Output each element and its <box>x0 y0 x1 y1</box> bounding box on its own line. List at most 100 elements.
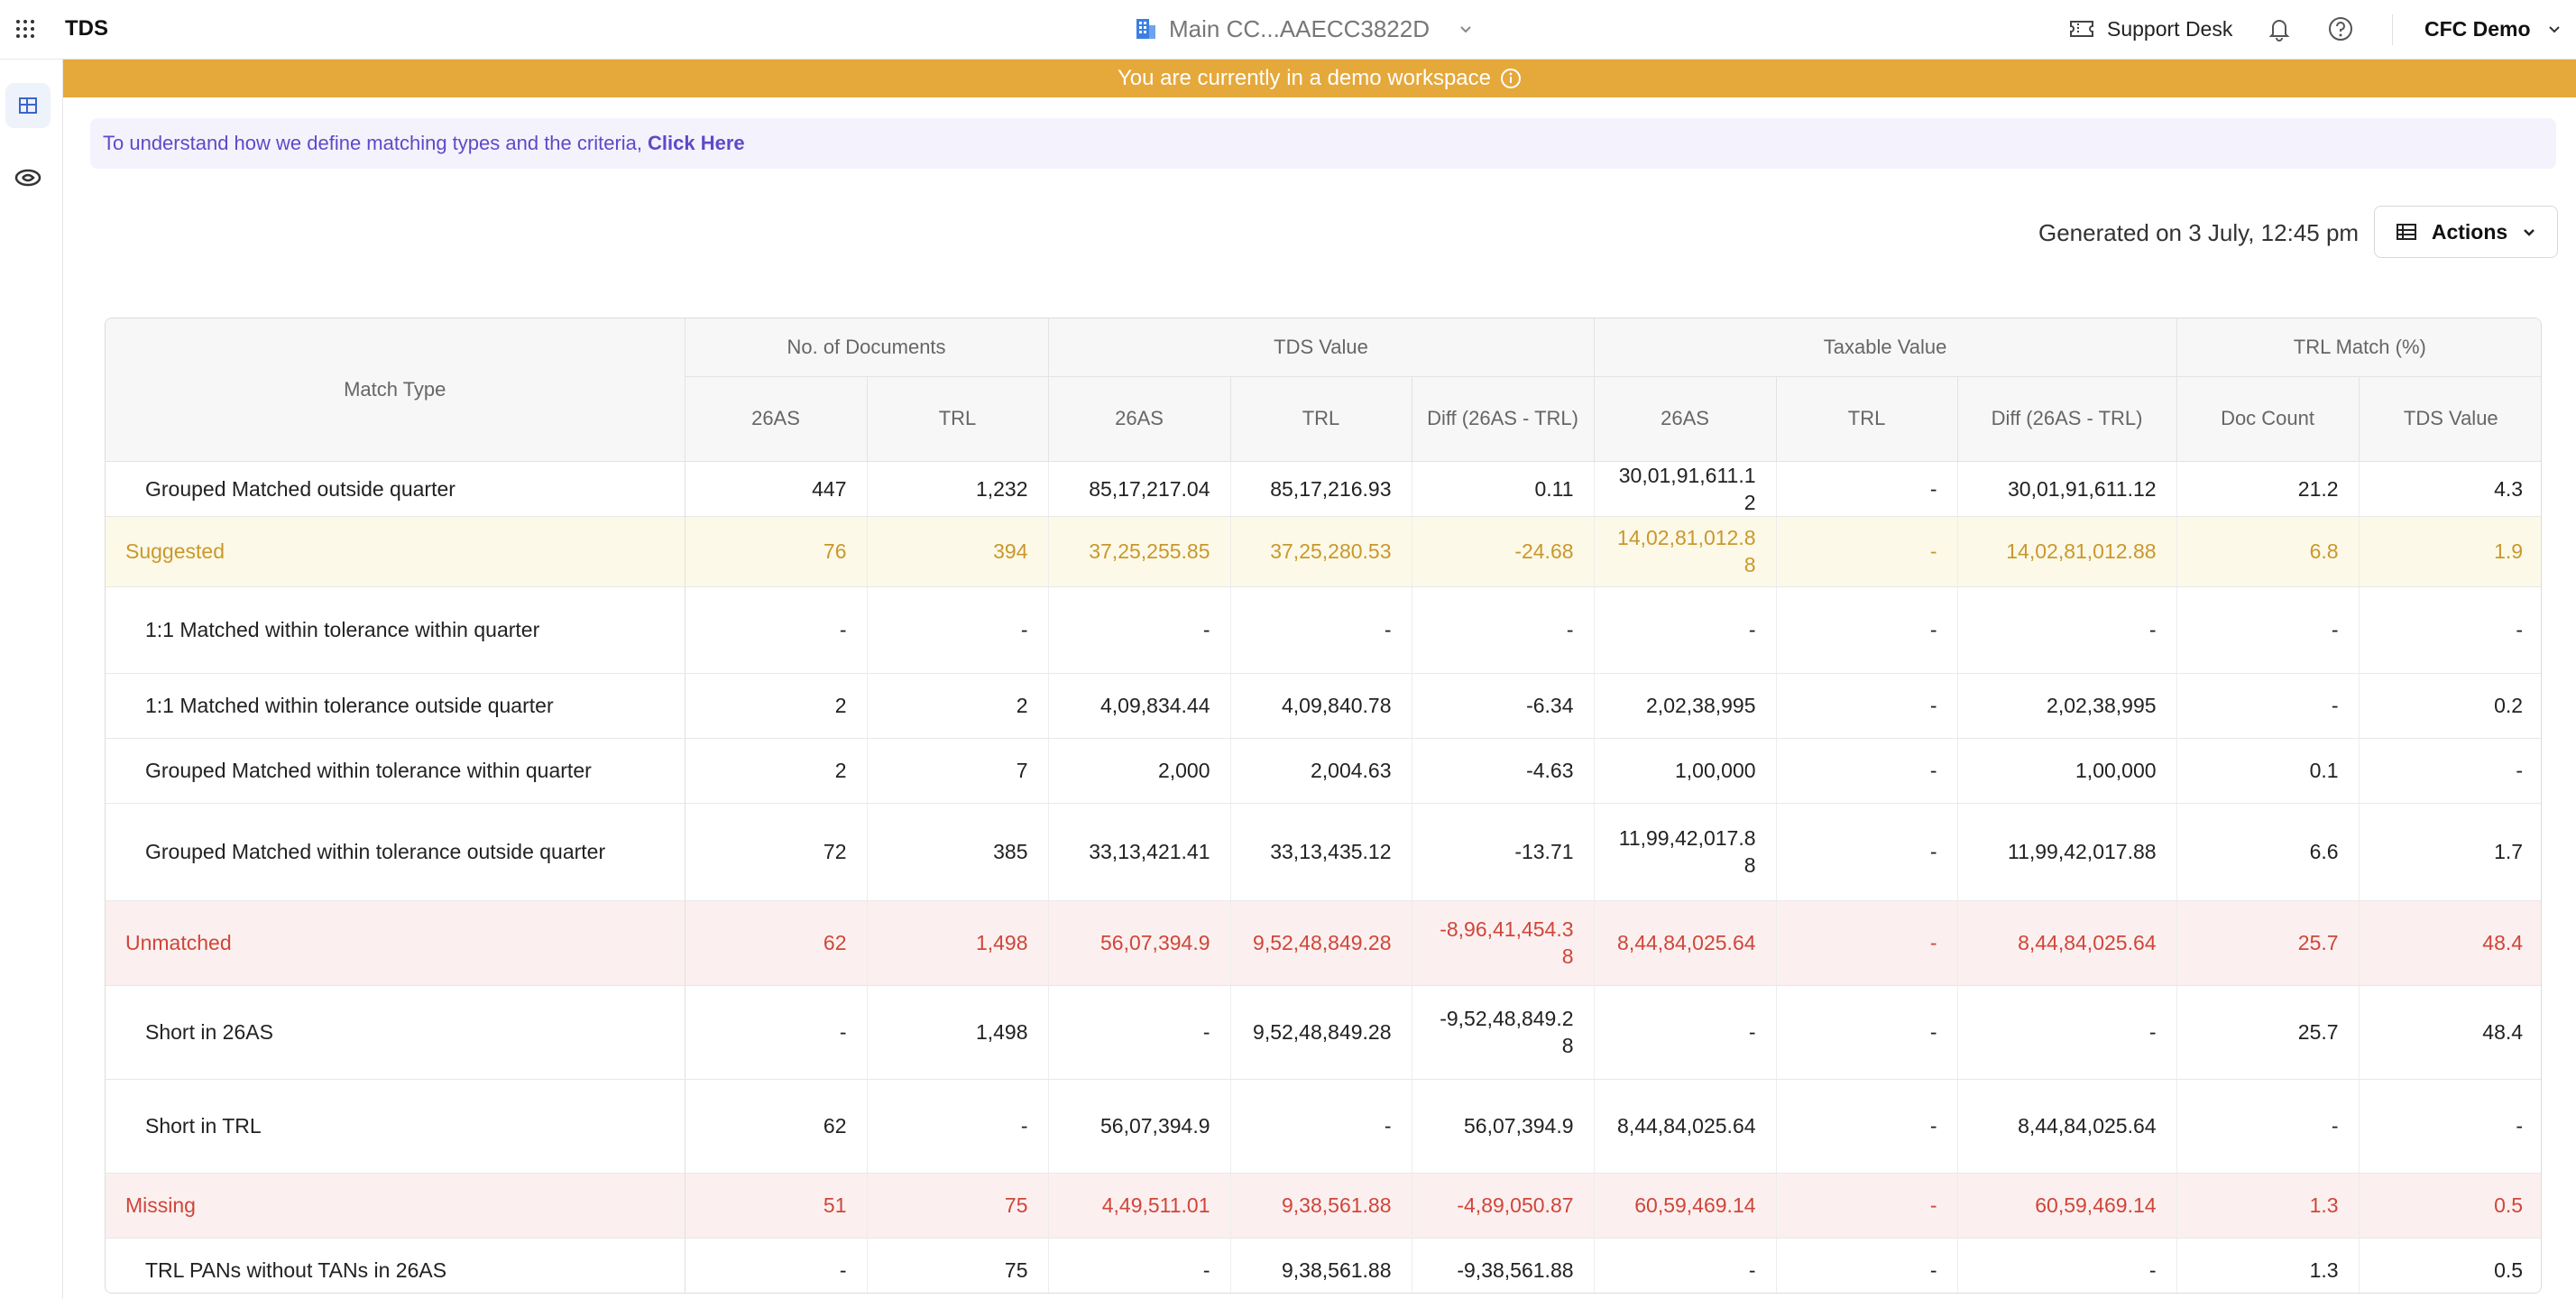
support-desk-label: Support Desk <box>2107 16 2233 41</box>
value-cell: 2,004.63 <box>1229 738 1412 804</box>
match-type-cell: Grouped Matched within tolerance outside… <box>106 803 685 901</box>
value-cell: 2,02,38,995 <box>1593 673 1777 739</box>
value-cell: 76 <box>684 516 867 587</box>
value-cell: 0.1 <box>2176 738 2360 804</box>
value-cell: 8,44,84,025.64 <box>1956 1079 2177 1174</box>
match-type-cell: TRL PANs without TANs in 26AS <box>106 1238 685 1293</box>
value-cell: 75 <box>866 1238 1049 1293</box>
value-cell: - <box>1775 461 1958 517</box>
table-row: Unmatched 62 1,498 56,07,394.9 9,52,48,849.2… <box>106 900 2541 986</box>
value-cell: 2 <box>866 673 1049 739</box>
value-cell: - <box>2358 586 2541 674</box>
value-cell: - <box>1229 1079 1412 1174</box>
value-cell: 51 <box>684 1173 867 1239</box>
support-desk-button[interactable]: Support Desk <box>2069 13 2232 45</box>
value-cell: - <box>1775 985 1958 1080</box>
value-cell: 4.3 <box>2358 461 2541 517</box>
matching-info-note: To understand how we define matching typ… <box>90 118 2556 169</box>
col-header: 26AS <box>1593 376 1777 462</box>
value-cell: 9,38,561.88 <box>1229 1238 1412 1293</box>
value-cell: -8,96,41,454.38 <box>1411 900 1595 986</box>
reconcile-nav-item[interactable] <box>5 155 51 200</box>
match-type-cell: Grouped Matched within tolerance within … <box>106 738 685 804</box>
value-cell: - <box>866 586 1049 674</box>
value-cell: - <box>1775 516 1958 587</box>
value-cell: 1.9 <box>2358 516 2541 587</box>
help-icon[interactable] <box>2327 15 2354 42</box>
value-cell: - <box>1775 1173 1958 1239</box>
value-cell: - <box>2176 586 2360 674</box>
value-cell: 56,07,394.9 <box>1047 900 1231 986</box>
value-cell: -9,38,561.88 <box>1411 1238 1595 1293</box>
value-cell: - <box>1593 586 1777 674</box>
match-type-cell: Missing <box>106 1173 685 1239</box>
value-cell: - <box>1047 586 1231 674</box>
value-cell: 11,99,42,017.88 <box>1956 803 2177 901</box>
value-cell: 2,02,38,995 <box>1956 673 2177 739</box>
banner-text: You are currently in a demo workspace <box>1118 66 1491 90</box>
value-cell: 394 <box>866 516 1049 587</box>
apps-grid-icon[interactable] <box>14 18 36 40</box>
value-cell: - <box>2358 738 2541 804</box>
match-type-cell: Grouped Matched outside quarter <box>106 461 685 517</box>
table-row: Grouped Matched within tolerance within … <box>106 738 2541 804</box>
value-cell: - <box>684 586 867 674</box>
table-icon <box>2396 224 2416 240</box>
table-row: Grouped Matched outside quarter 447 1,232 8… <box>106 461 2541 517</box>
value-cell: 60,59,469.14 <box>1956 1173 2177 1239</box>
match-type-cell: Short in TRL <box>106 1079 685 1174</box>
value-cell: -13.71 <box>1411 803 1595 901</box>
table-row: Short in TRL 62-56,07,394.9-56,07,394.9 8,… <box>106 1079 2541 1174</box>
value-cell: - <box>1775 738 1958 804</box>
value-cell: 25.7 <box>2176 900 2360 986</box>
info-icon[interactable] <box>1500 68 1522 89</box>
value-cell: 2 <box>684 738 867 804</box>
value-cell: - <box>1775 900 1958 986</box>
value-cell: - <box>2358 1079 2541 1174</box>
bell-icon[interactable] <box>2266 15 2293 42</box>
value-cell: 14,02,81,012.88 <box>1593 516 1777 587</box>
col-header: TDS Value <box>2358 376 2541 462</box>
user-menu[interactable]: CFC Demo <box>2424 13 2562 45</box>
dashboard-nav-item[interactable] <box>5 83 51 128</box>
value-cell: - <box>1411 586 1595 674</box>
info-note-text: To understand how we define matching typ… <box>103 132 643 154</box>
table-row: Missing 51 75 4,49,511.01 9,38,561.88 -4,89,0… <box>106 1173 2541 1239</box>
value-cell: 62 <box>684 900 867 986</box>
col-match-type: Match Type <box>106 318 685 462</box>
actions-label: Actions <box>2431 219 2508 244</box>
value-cell: 1.7 <box>2358 803 2541 901</box>
value-cell: 1,498 <box>866 900 1049 986</box>
link-icon <box>14 169 41 187</box>
value-cell: 1,232 <box>866 461 1049 517</box>
value-cell: -9,52,48,849.28 <box>1411 985 1595 1080</box>
click-here-link[interactable]: Click Here <box>648 132 745 154</box>
col-header: TRL <box>866 376 1049 462</box>
value-cell: 8,44,84,025.64 <box>1593 900 1777 986</box>
table-row: Grouped Matched within tolerance outside… <box>106 803 2541 901</box>
value-cell: 33,13,435.12 <box>1229 803 1412 901</box>
app-title: TDS <box>65 16 108 41</box>
value-cell: 8,44,84,025.64 <box>1956 900 2177 986</box>
value-cell: 33,13,421.41 <box>1047 803 1231 901</box>
col-header: Diff (26AS - TRL) <box>1411 376 1595 462</box>
value-cell: -24.68 <box>1411 516 1595 587</box>
building-icon <box>1136 19 1155 39</box>
value-cell: - <box>1956 1238 2177 1293</box>
value-cell: 1.3 <box>2176 1238 2360 1293</box>
value-cell: 0.5 <box>2358 1238 2541 1293</box>
actions-button[interactable]: Actions <box>2374 206 2558 258</box>
ticket-icon <box>2070 21 2093 37</box>
value-cell: 6.6 <box>2176 803 2360 901</box>
col-group-trl-match: TRL Match (%) <box>2176 318 2541 377</box>
match-type-cell: 1:1 Matched within tolerance outside qua… <box>106 673 685 739</box>
value-cell: 0.5 <box>2358 1173 2541 1239</box>
value-cell: - <box>1775 586 1958 674</box>
workspace-selector[interactable]: Main CC...AAECC3822D <box>1133 13 1473 45</box>
value-cell: - <box>1047 985 1231 1080</box>
value-cell: - <box>1956 586 2177 674</box>
value-cell: - <box>1775 673 1958 739</box>
value-cell: 14,02,81,012.88 <box>1956 516 2177 587</box>
value-cell: - <box>684 985 867 1080</box>
value-cell: 385 <box>866 803 1049 901</box>
